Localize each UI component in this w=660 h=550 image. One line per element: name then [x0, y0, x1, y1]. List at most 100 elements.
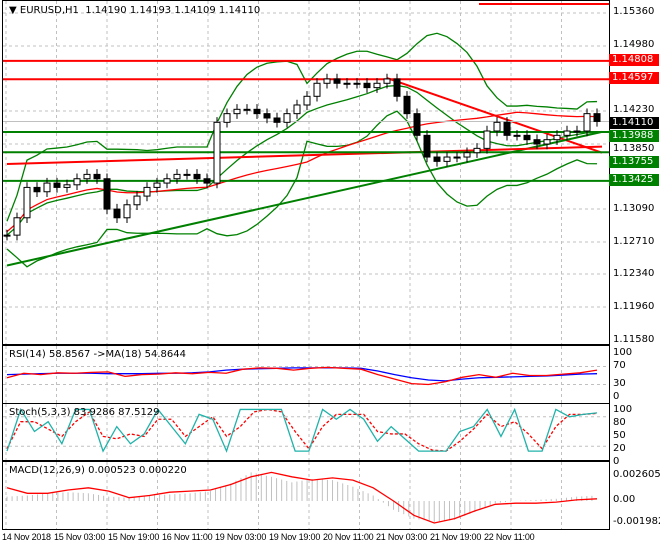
candle [313, 82, 321, 97]
rsi-chart [3, 346, 609, 403]
time-tick: 15 Nov 19:00 [108, 532, 160, 542]
candle [163, 178, 171, 184]
price-tick: 1.15360 [613, 6, 655, 17]
candle [523, 134, 531, 141]
rsi-tick: 0 [613, 391, 620, 402]
candle [463, 152, 471, 158]
candle [413, 113, 421, 136]
stoch-main-line [6, 407, 598, 453]
candle [533, 139, 541, 145]
time-tick: 22 Nov 11:00 [484, 532, 535, 542]
high-value: 1.14193 [129, 5, 172, 16]
price-tick: 1.12710 [613, 235, 655, 247]
bollinger-lower [6, 110, 598, 268]
candle [193, 173, 201, 180]
macd-signal-line [6, 471, 598, 524]
candle [303, 95, 311, 106]
macd-chart [5, 462, 598, 529]
candle [553, 134, 561, 141]
candle [393, 78, 401, 97]
candle [363, 82, 371, 89]
stoch-tick: 50 [613, 430, 626, 441]
price-panel[interactable]: ▼ EURUSD,H1 1.14190 1.14193 1.14109 1.14… [2, 0, 610, 345]
candle [593, 113, 601, 122]
candle [543, 139, 551, 145]
time-tick: 21 Nov 19:00 [430, 532, 482, 542]
time-tick: 19 Nov 03:00 [215, 532, 267, 542]
collapse-triangle-icon[interactable]: ▼ [9, 5, 17, 16]
candle [113, 208, 121, 219]
candle [53, 182, 61, 188]
time-tick: 16 Nov 11:00 [162, 532, 213, 542]
candle [433, 156, 441, 162]
candle [133, 195, 141, 206]
rsi-line [6, 366, 598, 386]
candle [323, 78, 331, 84]
candle [43, 182, 51, 193]
candle [153, 182, 161, 188]
candle [343, 82, 351, 85]
candle [103, 178, 111, 210]
stoch-tick: 0 [613, 456, 620, 467]
bollinger-upper [6, 32, 598, 222]
candle [563, 130, 571, 136]
price-tick: 1.11960 [613, 301, 655, 313]
macd-tick: 0.00 [613, 494, 636, 505]
candle [33, 186, 41, 193]
symbol: EURUSD,H1 [19, 5, 79, 16]
rsi-title: RSI(14) 58.8567 ->MA(18) 54.8644 [9, 349, 186, 360]
stoch-chart [3, 404, 609, 460]
price-level-tag: 1.14808 [609, 53, 659, 66]
open-value: 1.14190 [85, 5, 127, 16]
candle [573, 130, 581, 133]
stoch-tick: 20 [613, 443, 626, 454]
candle [183, 173, 191, 176]
candle [13, 217, 21, 236]
stoch-title: Stoch(5,3,3) 83.9286 87.5129 [9, 407, 160, 418]
symbol-header: ▼ EURUSD,H1 1.14190 1.14193 1.14109 1.14… [9, 5, 260, 16]
candle [373, 82, 381, 89]
candle [243, 108, 251, 111]
candle [83, 173, 91, 180]
price-level-tag: 1.13988 [609, 130, 659, 143]
candle [263, 113, 271, 119]
stoch-signal-line [6, 408, 598, 452]
price-level-tag: 1.14110 [609, 117, 659, 130]
stoch-tick: 100 [613, 404, 633, 415]
candle [173, 173, 181, 180]
price-level-tag: 1.14597 [609, 72, 659, 85]
price-chart [3, 1, 609, 344]
candle [143, 186, 151, 197]
macd-tick: -0.001982 [613, 515, 660, 527]
candle [3, 234, 11, 237]
candle [493, 121, 501, 132]
price-tick: 1.13850 [613, 143, 655, 155]
candle [283, 113, 291, 123]
time-tick: 14 Nov 2018 [2, 532, 51, 542]
candle [213, 121, 221, 184]
candle [383, 78, 391, 84]
close-value: 1.14110 [218, 5, 261, 16]
candle [483, 130, 491, 149]
time-tick: 19 Nov 19:00 [269, 532, 321, 542]
price-tick: 1.12340 [613, 268, 655, 280]
candle [503, 121, 511, 136]
candle [443, 156, 451, 162]
candle [453, 156, 461, 159]
trendline [6, 145, 603, 165]
stoch-panel[interactable]: Stoch(5,3,3) 83.9286 87.5129 [2, 403, 610, 461]
rsi-panel[interactable]: RSI(14) 58.8567 ->MA(18) 54.8644 [2, 345, 610, 404]
time-tick: 20 Nov 11:00 [323, 532, 374, 542]
stoch-tick: 80 [613, 417, 626, 428]
price-level-tag: 1.13755 [609, 156, 659, 169]
candle [233, 108, 241, 115]
candle [473, 147, 481, 154]
rsi-tick: 100 [613, 346, 633, 358]
price-tick: 1.13090 [613, 202, 655, 214]
low-value: 1.14109 [174, 5, 216, 16]
macd-panel[interactable]: MACD(12,26,9) 0.000523 0.000220 [2, 461, 610, 530]
candle [403, 95, 411, 115]
candle [423, 134, 431, 158]
candle [583, 113, 591, 132]
time-tick: 15 Nov 03:00 [54, 532, 106, 542]
